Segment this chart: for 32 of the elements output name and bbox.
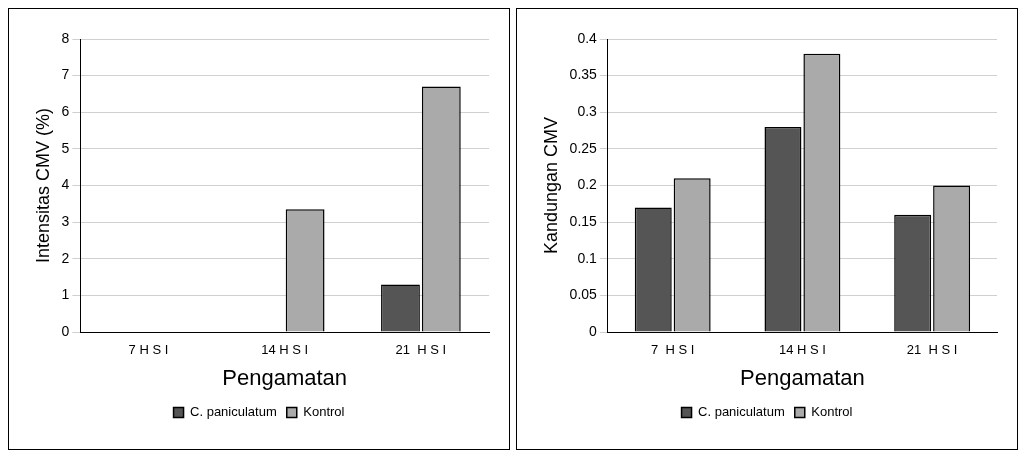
y-tick-label: 4 [61, 176, 70, 193]
y-tick-label: 0.4 [577, 29, 598, 46]
y-axis-title: Kandungan CMV [540, 116, 561, 255]
y-tick-label: 0.15 [569, 212, 598, 229]
x-tick-label: 7 H S I [128, 342, 169, 358]
y-tick-label: 8 [61, 29, 70, 46]
legend-label: Kontrol [811, 404, 853, 420]
legend-label: C. paniculatum [190, 404, 277, 420]
y-tick-label: 0.1 [577, 249, 598, 266]
x-tick-label: 14 H S I [778, 342, 826, 358]
legend-label: Kontrol [303, 404, 345, 420]
x-axis-title: Pengamatan [222, 364, 348, 390]
y-tick-label: 0.25 [569, 139, 598, 156]
y-tick-label: 3 [61, 212, 70, 229]
y-tick-label: 0 [589, 322, 598, 339]
y-tick-label: 0.35 [569, 66, 598, 83]
y-tick-label: 7 [61, 66, 70, 83]
y-tick-label: 5 [61, 139, 70, 156]
y-axis-title: Intensitas CMV (%) [32, 107, 53, 264]
y-tick-label: 0.3 [577, 103, 598, 120]
y-tick-label: 0 [61, 322, 70, 339]
x-tick-label: 14 H S I [261, 342, 309, 358]
y-tick-label: 0.05 [569, 286, 598, 303]
x-tick-label: 7 H S I [651, 342, 695, 358]
legend-label: C. paniculatum [698, 404, 785, 420]
x-tick-label: 21 H S I [906, 342, 958, 358]
y-tick-label: 2 [61, 249, 70, 266]
y-tick-label: 0.2 [577, 176, 598, 193]
x-axis-title: Pengamatan [740, 364, 865, 390]
y-tick-label: 6 [61, 103, 70, 120]
x-tick-label: 21 H S I [395, 342, 447, 358]
y-tick-label: 1 [61, 286, 70, 303]
